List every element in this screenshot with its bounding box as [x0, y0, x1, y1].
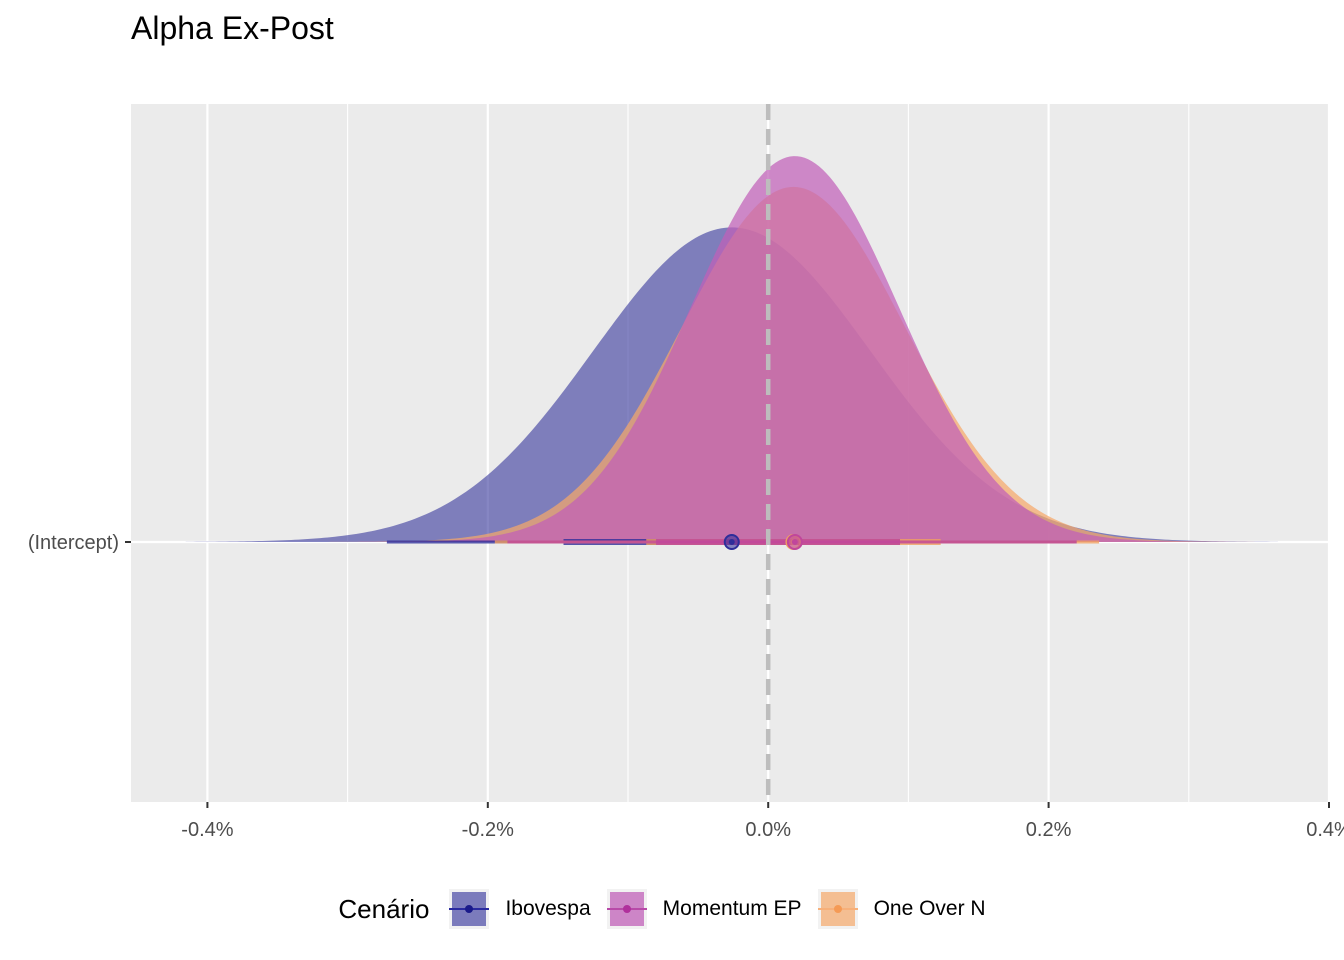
y-tick-label: (Intercept): [28, 532, 119, 554]
x-tick-label: -0.4%: [181, 819, 233, 841]
x-tick-label: 0.0%: [745, 819, 791, 841]
legend-label-momentum-ep: Momentum EP: [662, 897, 802, 920]
point-center-momentum-ep: [791, 539, 798, 545]
point-center-ibovespa: [728, 539, 735, 545]
legend-key-momentum-ep: [606, 889, 647, 929]
x-tick-label: 0.4%: [1306, 819, 1344, 841]
legend-title: Cenário: [338, 893, 430, 924]
legend-item-ibovespa: Ibovespa: [449, 889, 591, 929]
legend-label-ibovespa: Ibovespa: [505, 897, 591, 920]
legend-item-momentum-ep: Momentum EP: [606, 889, 802, 929]
legend-key-ibovespa: [449, 889, 490, 929]
x-tick-label: -0.2%: [462, 819, 514, 841]
legend-item-one-over-n: One Over N: [817, 889, 986, 929]
legend-label-one-over-n: One Over N: [873, 897, 986, 920]
chart-title: Alpha Ex-Post: [131, 10, 334, 46]
density-momentum-ep: [185, 156, 1278, 542]
legend: Cenário Ibovespa Momentum EP One Over N: [0, 884, 1344, 934]
x-tick-label: 0.2%: [1026, 819, 1072, 841]
legend-key-one-over-n: [817, 889, 858, 929]
